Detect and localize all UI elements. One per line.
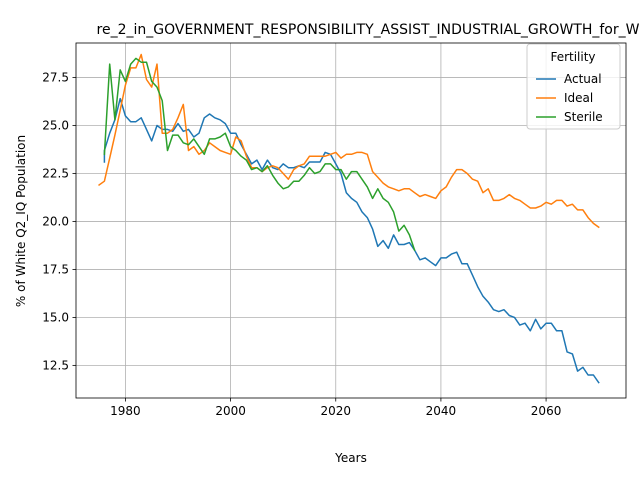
legend-items: Actual Ideal Sterile bbox=[536, 72, 603, 124]
y-tick-label: 27.5 bbox=[42, 71, 69, 85]
y-tick-label: 12.5 bbox=[42, 358, 69, 372]
legend-title: Fertility bbox=[550, 50, 595, 64]
x-tick-label: 1980 bbox=[110, 404, 141, 418]
plot-frame bbox=[75, 42, 627, 399]
legend-label-ideal: Ideal bbox=[564, 91, 593, 105]
y-tick-label: 22.5 bbox=[42, 166, 69, 180]
x-tick-label: 2040 bbox=[426, 404, 457, 418]
x-tick-label: 2000 bbox=[215, 404, 246, 418]
x-tick-label: 2060 bbox=[531, 404, 562, 418]
x-axis-ticks: 1980 2000 2020 2040 2060 bbox=[110, 398, 561, 418]
y-tick-label: 17.5 bbox=[42, 262, 69, 276]
series-line-actual bbox=[103, 97, 600, 384]
series-line-ideal bbox=[98, 53, 600, 229]
legend-label-sterile: Sterile bbox=[564, 110, 603, 124]
y-axis-label: % of White Q2_IQ Population bbox=[14, 135, 28, 307]
x-axis-label: Years bbox=[334, 451, 367, 465]
x-tick-label: 2020 bbox=[320, 404, 351, 418]
y-tick-label: 25.0 bbox=[42, 119, 69, 133]
legend-box bbox=[526, 43, 621, 130]
y-tick-label: 15.0 bbox=[42, 310, 69, 324]
chart-title: re_2_in_GOVERNMENT_RESPONSIBILITY_ASSIST… bbox=[97, 22, 640, 38]
series-line-sterile bbox=[103, 57, 416, 252]
legend: Fertility Actual Ideal Sterile bbox=[526, 43, 621, 130]
y-tick-label: 20.0 bbox=[42, 214, 69, 228]
legend-label-actual: Actual bbox=[564, 72, 602, 86]
y-axis-ticks: 12.5 15.0 17.5 20.0 22.5 25.0 27.5 bbox=[42, 71, 76, 372]
series-lines bbox=[98, 53, 600, 384]
